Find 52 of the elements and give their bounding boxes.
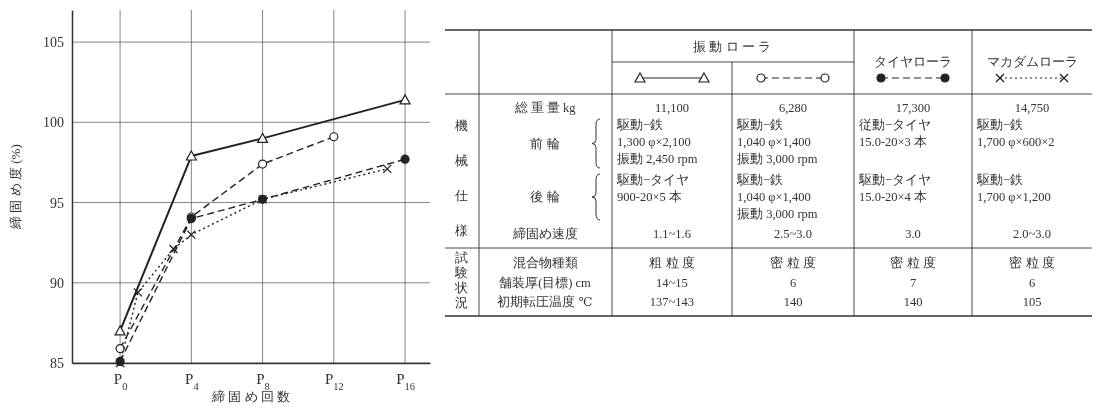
text: 駆動−タイヤ 900-20×5 本 bbox=[616, 173, 690, 204]
text: 駆動−鉄 1,040 φ×1,400 振動 3,000 rpm bbox=[736, 173, 818, 221]
text: 6,280 bbox=[778, 101, 808, 115]
y-tick-label: 95 bbox=[50, 195, 64, 211]
text: 140 bbox=[783, 295, 803, 309]
text: 後 輪 bbox=[530, 190, 560, 204]
y-tick-label: 85 bbox=[50, 355, 64, 371]
text: 駆動−タイヤ 15.0-20×4 本 bbox=[858, 173, 932, 204]
text: 混合物種類 bbox=[512, 256, 578, 270]
text: 137~143 bbox=[649, 295, 695, 309]
text: 密 粒 度 bbox=[770, 255, 816, 270]
text: 締固め速度 bbox=[511, 226, 578, 241]
text: 初期転圧温度 ℃ bbox=[497, 294, 593, 309]
text: 総 重 量 kg bbox=[513, 101, 577, 115]
y-tick-label: 100 bbox=[43, 115, 64, 131]
text: 機械仕様 bbox=[454, 119, 468, 238]
text: 2.0~3.0 bbox=[1012, 227, 1052, 241]
text: 17,300 bbox=[895, 101, 931, 115]
y-tick-label: 90 bbox=[50, 275, 64, 291]
text: 前 輪 bbox=[530, 137, 560, 151]
x-tick-label: P$_{16}$ bbox=[396, 370, 415, 392]
text: 駆動−鉄 1,040 φ×1,400 振動 3,000 rpm bbox=[736, 118, 818, 166]
text: 6 bbox=[1028, 276, 1036, 290]
text: タイヤローラ bbox=[874, 55, 952, 69]
text: 11,100 bbox=[655, 101, 689, 115]
text: 駆動−鉄 1,300 φ×2,100 振動 2,450 rpm bbox=[616, 118, 698, 166]
x-axis-title: 締 固 め 回 数 bbox=[211, 389, 290, 404]
text: 105 bbox=[1022, 295, 1042, 309]
y-tick-label: 105 bbox=[43, 35, 64, 51]
text: 密 粒 度 bbox=[1009, 255, 1055, 270]
text: 14,750 bbox=[1014, 101, 1050, 115]
y-axis-title: 締 固 め 度 (%) bbox=[8, 144, 23, 230]
text: 140 bbox=[903, 295, 923, 309]
x-tick-label: P$_{12}$ bbox=[324, 370, 344, 392]
text: 7 bbox=[909, 276, 917, 290]
text: マカダムローラ bbox=[986, 55, 1078, 69]
text: 3.0 bbox=[905, 227, 921, 241]
x-tick-label: P$_{0}$ bbox=[113, 370, 128, 392]
text: 2.5~3.0 bbox=[773, 227, 813, 241]
x-tick-label: P$_{8}$ bbox=[256, 370, 270, 392]
text: 1.1~1.6 bbox=[652, 227, 692, 241]
text: 駆動−鉄 1,700 φ×1,200 bbox=[976, 173, 1051, 204]
text: 試験状況 bbox=[453, 251, 468, 310]
text: 粗 粒 度 bbox=[649, 255, 695, 270]
text: 振 動 ロ ー ラ bbox=[693, 40, 771, 54]
text: 従動−タイヤ 15.0-20×3 本 bbox=[859, 118, 932, 149]
text: 14~15 bbox=[656, 276, 688, 290]
text: 6 bbox=[789, 276, 797, 290]
x-tick-label: P$_{4}$ bbox=[185, 370, 200, 392]
text: 駆動−鉄 1,700 φ×600×2 bbox=[976, 118, 1055, 149]
text: 密 粒 度 bbox=[890, 255, 936, 270]
text: 舗装厚(目標) cm bbox=[499, 276, 592, 290]
